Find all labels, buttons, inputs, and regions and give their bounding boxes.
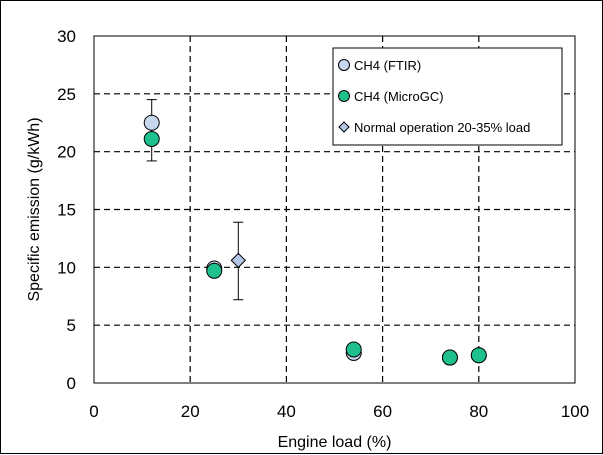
y-tick-label: 25	[57, 85, 76, 104]
x-tick-label: 0	[89, 402, 98, 421]
legend-box	[332, 47, 563, 146]
data-point-series-1	[143, 114, 160, 131]
legend: CH4 (FTIR) CH4 (MicroGC) Normal operation …	[332, 47, 563, 146]
y-tick-label: 5	[67, 316, 76, 335]
y-tick-labels: 0 5 10 15 20 25 30	[57, 27, 76, 393]
legend-label: CH4 (FTIR)	[354, 58, 421, 73]
legend-marker	[338, 90, 350, 102]
data-point-series-2	[206, 262, 223, 279]
y-axis-title: Specific emission (g/kWh)	[26, 117, 43, 301]
data-point-series-2	[345, 341, 362, 358]
legend-items: CH4 (FTIR) CH4 (MicroGC) Normal operation …	[338, 58, 530, 135]
y-tick-label: 15	[57, 201, 76, 220]
x-tick-label: 40	[277, 402, 296, 421]
x-tick-label: 60	[373, 402, 392, 421]
data-point-series-2	[143, 130, 160, 147]
y-tick-label: 0	[67, 374, 76, 393]
data-point-series-3	[230, 252, 247, 269]
y-tick-label: 30	[57, 27, 76, 46]
legend-label: CH4 (MicroGC)	[354, 89, 444, 104]
y-tick-label: 20	[57, 143, 76, 162]
error-bars	[146, 99, 244, 301]
x-tick-label: 100	[561, 402, 589, 421]
legend-label: Normal operation 20-35% load	[354, 120, 530, 135]
x-tick-label: 20	[181, 402, 200, 421]
y-tick-label: 10	[57, 258, 76, 277]
x-tick-labels: 0 20 40 60 80 100	[89, 402, 589, 421]
x-tick-label: 80	[469, 402, 488, 421]
plot-area	[93, 35, 576, 384]
data-point-series-2	[470, 347, 487, 364]
x-axis-title: Engine load (%)	[278, 434, 392, 451]
data-point-series-2	[441, 349, 458, 366]
data-points	[143, 114, 487, 366]
legend-marker	[338, 121, 350, 133]
legend-marker	[338, 59, 350, 71]
